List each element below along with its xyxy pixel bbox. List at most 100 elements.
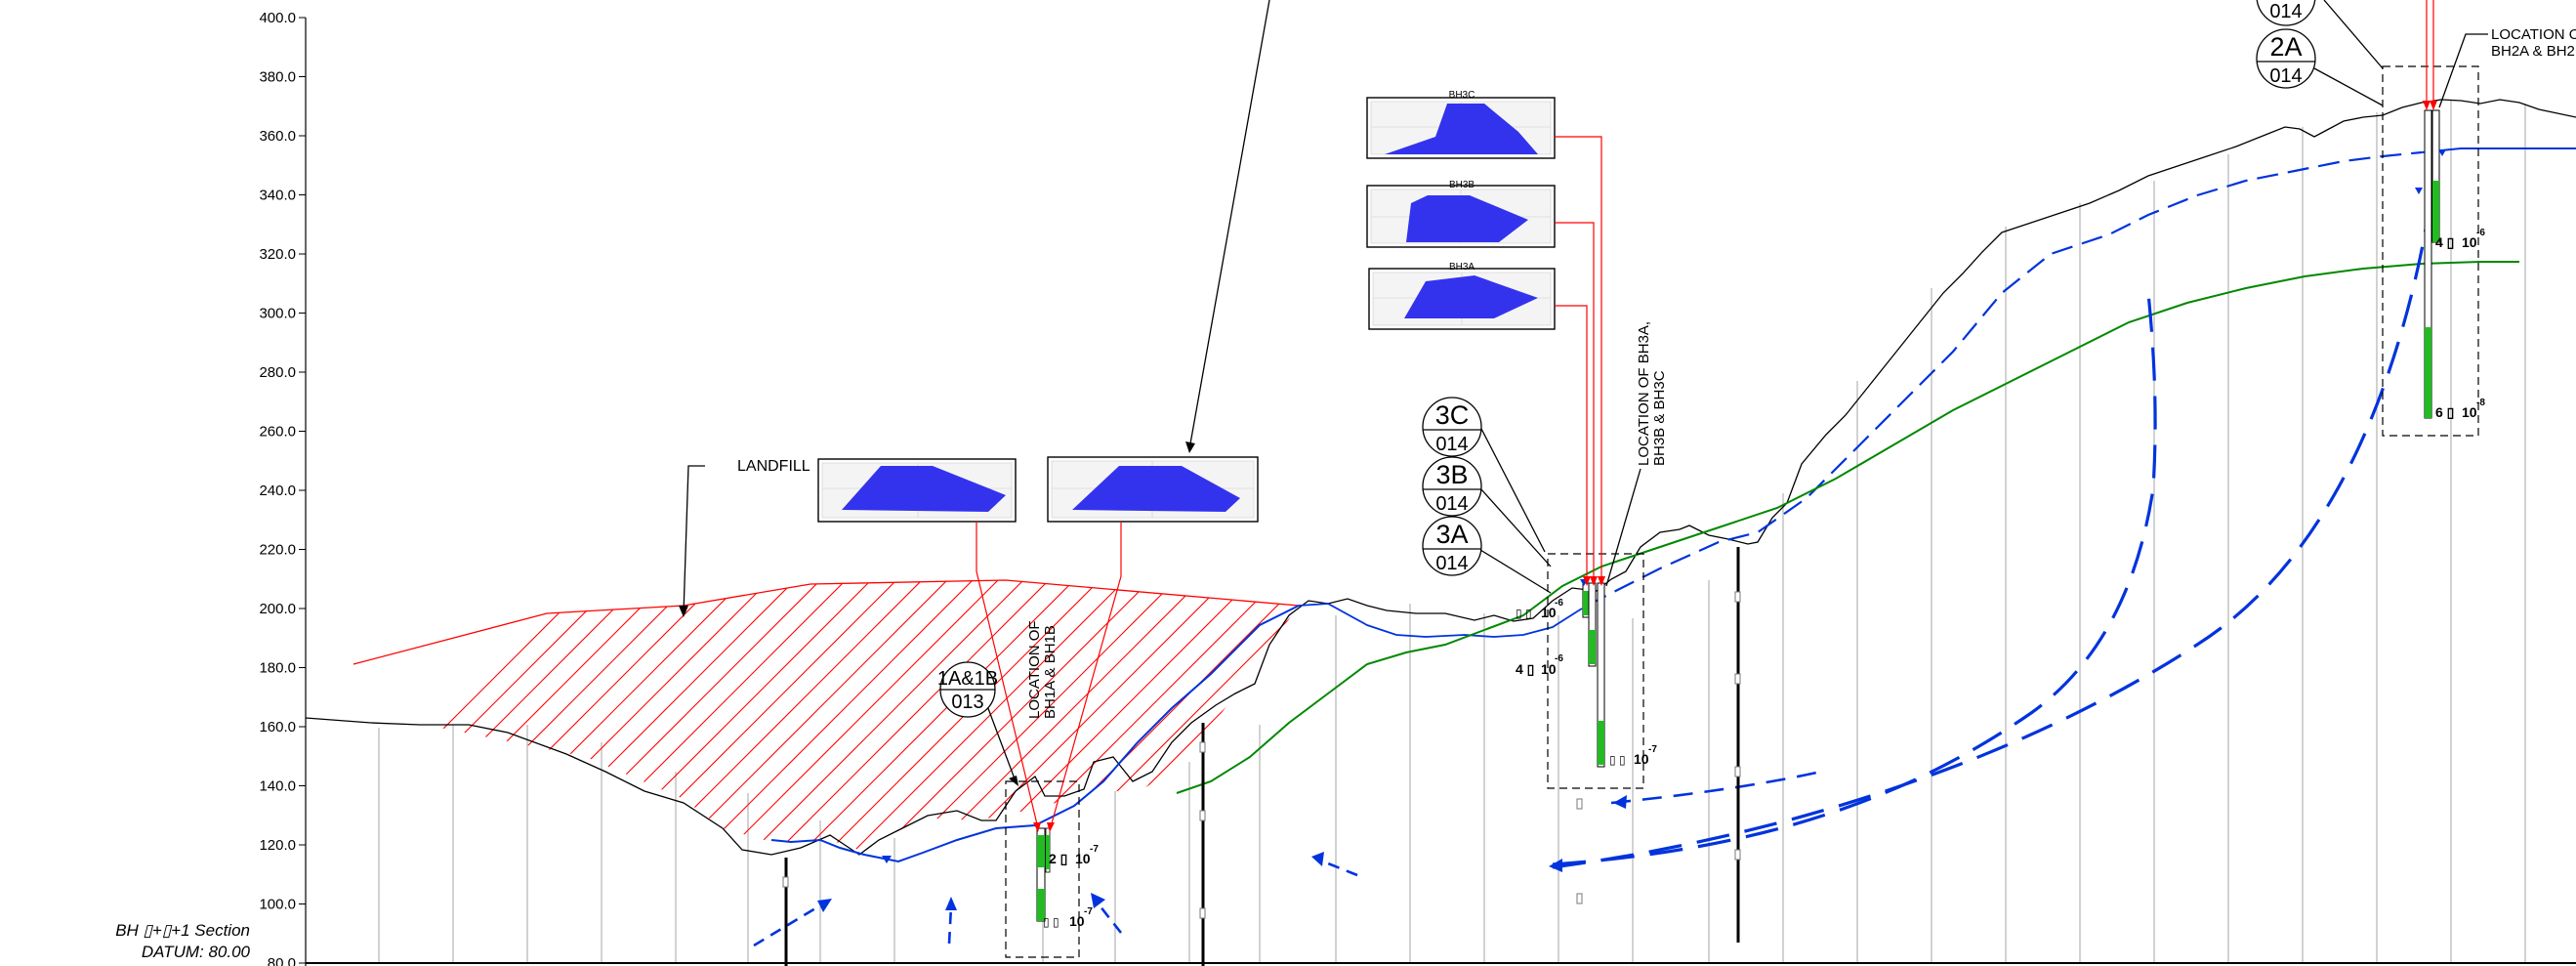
hatch-line [1486,567,1799,879]
bubble-2b: 014 [2256,0,2316,26]
y-tick-label: 380.0 [259,69,296,86]
hatch-line [673,580,987,853]
y-tick-label: 300.0 [259,306,296,322]
landfill-hatch [353,567,1799,879]
bubble-2a-id: 2A [2269,32,2302,62]
hatch-line [1130,580,1299,853]
y-tick-label: 320.0 [259,246,296,263]
perm-lead: ▯ ▯ [1043,915,1059,929]
flow-arrowhead [1311,852,1324,866]
perm-mantissa: 10 [1069,913,1085,929]
hatch-line [1028,580,1299,853]
hatch-line [495,580,810,853]
perm-exponent: -7 [1648,744,1657,755]
hatch-line [520,580,835,853]
y-tick-label: 240.0 [259,483,296,499]
flow-arrowhead [1549,859,1562,872]
location-bh3-line2: BH3B & BH3C [1651,370,1668,466]
location-bh2-line2: BH2A & BH2B [2491,43,2576,60]
section-title: BH ▯+▯+1 Section [115,921,250,940]
y-tick-label: 400.0 [259,10,296,26]
hatch-line [1231,580,1299,853]
perm-mantissa: 10 [1541,661,1557,677]
location-bh1-line2: BH1A & BH1B [1042,625,1059,719]
hatch-line [353,580,606,853]
perm-lead: 6 ▯ [2435,404,2454,420]
inset-chart-bh3a: BH3A [1368,262,1556,330]
y-axis: 80.0 100.0 120.0 140.0 160.0 180.0 200.0 220.0 2… [259,10,307,966]
bubble-3b-sheet: 014 [1435,493,1468,515]
bubble-3b: 3B 014 [1422,456,1482,517]
hatch-line [876,580,1190,853]
y-tick-label: 120.0 [259,837,296,854]
perm-lead: 2 ▯ [1049,851,1067,866]
y-tick-label: 80.0 [268,955,296,966]
hatch-line [571,580,886,853]
flow-arrowhead [817,899,832,912]
ground-profile [305,99,2576,856]
hatch-line [952,580,1267,853]
bubble-3a-id: 3A [1435,520,1468,549]
geologic-contact-line [1176,261,2519,794]
hatch-line [1461,567,1773,879]
datum-label: DATUM: 80.00 [141,943,250,961]
perm-mantissa: 10 [1541,605,1557,620]
hatch-line [470,580,784,853]
hatch-line [368,580,683,853]
bubble-3c: 3C 014 [1422,397,1482,457]
flow-arrowhead [945,897,957,910]
y-axis-ticks: 80.0 100.0 120.0 140.0 160.0 180.0 200.0 220.0 2… [259,10,306,966]
well-markers [782,591,1741,919]
y-tick-label: 360.0 [259,128,296,145]
perm-mantissa: 10 [2462,404,2477,420]
borehole-bh2 [2382,65,2479,437]
hatch-line [800,580,1114,853]
landfill-label: LANDFILL [737,458,810,475]
hatch-line [1104,580,1299,853]
leader-lines [683,0,2488,782]
y-tick-label: 100.0 [259,897,296,913]
permeability-label: 4 ▯ 10 -6 [1516,653,1563,677]
red-leaders [976,0,2434,831]
water-table-line [770,605,1300,863]
bubble-2b-sheet: 014 [2269,1,2302,22]
inset-chart-bh1a [817,458,1017,523]
hatch-line [546,580,860,853]
perm-mantissa: 10 [1075,851,1091,866]
perm-lead: 4 ▯ [1516,661,1534,677]
hatch-line [419,580,733,853]
y-tick-label: 220.0 [259,542,296,559]
permeability-label: ▯ ▯ 10 -7 [1043,906,1093,929]
hatch-line [825,580,1140,853]
hatch-line [774,580,1089,853]
permeability-label: 4 ▯ 10 -6 [2435,228,2485,250]
permeability-label: ▯ ▯ 10 -7 [1609,744,1657,767]
perm-lead: ▯ ▯ [1609,753,1626,767]
location-bh1-label: LOCATION OF BH1A & BH1B [1026,620,1059,719]
hatch-line [1054,580,1299,853]
vertical-gridlines [378,100,2526,962]
flow-paths [1552,204,2431,869]
y-tick-label: 260.0 [259,424,296,441]
bubble-3c-sheet: 014 [1435,434,1468,455]
section-title-block: BH ▯+▯+1 Section DATUM: 80.00 [59,920,250,963]
flow-arrowhead [1613,795,1627,809]
red-arrowheads [1033,101,2437,832]
perm-mantissa: 10 [1634,751,1649,767]
inset-title-bh3b: BH3B [1449,180,1475,190]
y-tick-label: 200.0 [259,601,296,617]
bubble-3a: 3A 014 [1422,516,1482,576]
perm-exponent: -7 [1090,844,1099,855]
hatch-line [977,580,1292,853]
permeability-label: 2 ▯ 10 -7 [1049,844,1099,866]
inset-chart-bh3b: BH3B [1366,180,1556,248]
bubble-3a-sheet: 014 [1435,553,1468,574]
permeability-label: 6 ▯ 10 -8 [2435,398,2485,420]
inset-title-bh3a: BH3A [1449,262,1475,273]
location-bh3-label: LOCATION OF BH3A, BH3B & BH3C [1636,321,1668,466]
bubble-3c-id: 3C [1435,400,1470,430]
y-tick-label: 280.0 [259,364,296,381]
hatch-line [724,580,1038,853]
hatch-line [597,580,911,853]
perm-exponent: -6 [1555,653,1563,664]
